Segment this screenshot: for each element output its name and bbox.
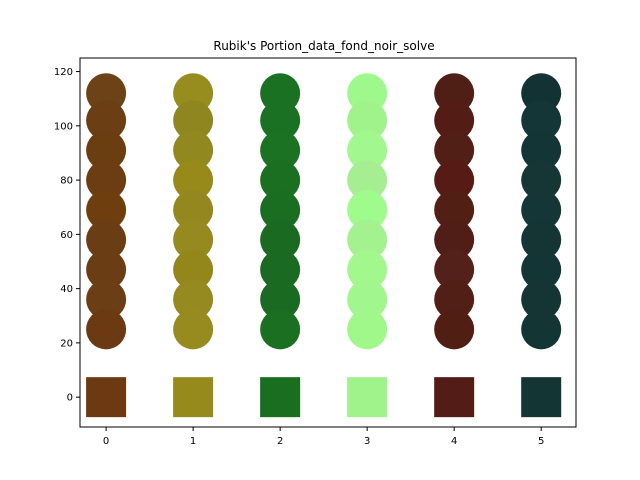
scatter-point-1-5 [173,219,214,260]
scatter-point-1-3 [173,160,214,201]
scatter-point-3-3 [347,160,388,201]
scatter-point-2-6 [260,249,301,290]
y-tick-label-6: 120 [54,67,73,78]
scatter-point-0-1 [86,100,127,141]
scatter-point-2-1 [260,100,301,141]
plot-frame [79,57,577,428]
x-tick-label-1: 1 [190,436,196,447]
scatter-point-0-5 [86,219,127,260]
color-swatch-1 [173,377,214,418]
scatter-point-2-4 [260,189,301,230]
scatter-point-3-8 [347,309,388,350]
scatter-point-0-4 [86,189,127,230]
scatter-point-5-6 [521,249,562,290]
scatter-point-2-2 [260,130,301,171]
y-tick-label-5: 100 [54,121,73,132]
scatter-point-5-5 [521,219,562,260]
chart-axes: 0 1 2 3 4 5 0 20 40 60 80 100 120 [54,57,577,447]
chart-title: Rubik's Portion_data_fond_noir_solve [213,39,434,53]
scatter-point-5-8 [521,309,562,350]
color-swatch-4 [434,377,475,418]
scatter-point-3-6 [347,249,388,290]
scatter-point-4-5 [434,219,475,260]
scatter-point-2-8 [260,309,301,350]
scatter-point-0-2 [86,130,127,171]
scatter-point-3-7 [347,279,388,320]
x-tick-label-5: 5 [538,436,544,447]
scatter-point-1-7 [173,279,214,320]
scatter-point-5-2 [521,130,562,171]
scatter-point-0-3 [86,160,127,201]
scatter-point-2-5 [260,219,301,260]
scatter-point-0-8 [86,309,127,350]
y-tick-label-3: 60 [60,230,73,241]
x-tick-label-0: 0 [103,436,109,447]
scatter-point-1-8 [173,309,214,350]
y-tick-label-2: 40 [60,284,73,295]
color-swatch-2 [260,377,301,418]
y-tick-label-4: 80 [60,176,73,187]
y-tick-label-1: 20 [60,338,73,349]
scatter-point-4-7 [434,279,475,320]
scatter-point-4-3 [434,160,475,201]
scatter-point-0-7 [86,279,127,320]
scatter-point-3-5 [347,219,388,260]
x-tick-label-3: 3 [364,436,370,447]
scatter-point-3-4 [347,189,388,230]
scatter-point-2-3 [260,160,301,201]
scatter-point-4-6 [434,249,475,290]
color-swatch-0 [86,377,127,418]
scatter-point-4-8 [434,309,475,350]
scatter-point-3-1 [347,100,388,141]
scatter-point-1-1 [173,100,214,141]
scatter-point-5-1 [521,100,562,141]
scatter-point-5-7 [521,279,562,320]
color-swatch-5 [521,377,562,418]
scatter-point-4-4 [434,189,475,230]
x-tick-label-4: 4 [451,436,457,447]
scatter-point-3-2 [347,130,388,171]
color-swatch-3 [347,377,388,418]
scatter-point-4-1 [434,100,475,141]
scatter-point-1-6 [173,249,214,290]
chart-marks [86,73,562,418]
scatter-point-5-4 [521,189,562,230]
scatter-point-1-2 [173,130,214,171]
scatter-point-4-2 [434,130,475,171]
x-tick-label-2: 2 [277,436,283,447]
scatter-point-0-6 [86,249,127,290]
scatter-point-2-7 [260,279,301,320]
y-tick-label-0: 0 [67,393,73,404]
scatter-point-5-3 [521,160,562,201]
scatter-point-1-4 [173,189,214,230]
